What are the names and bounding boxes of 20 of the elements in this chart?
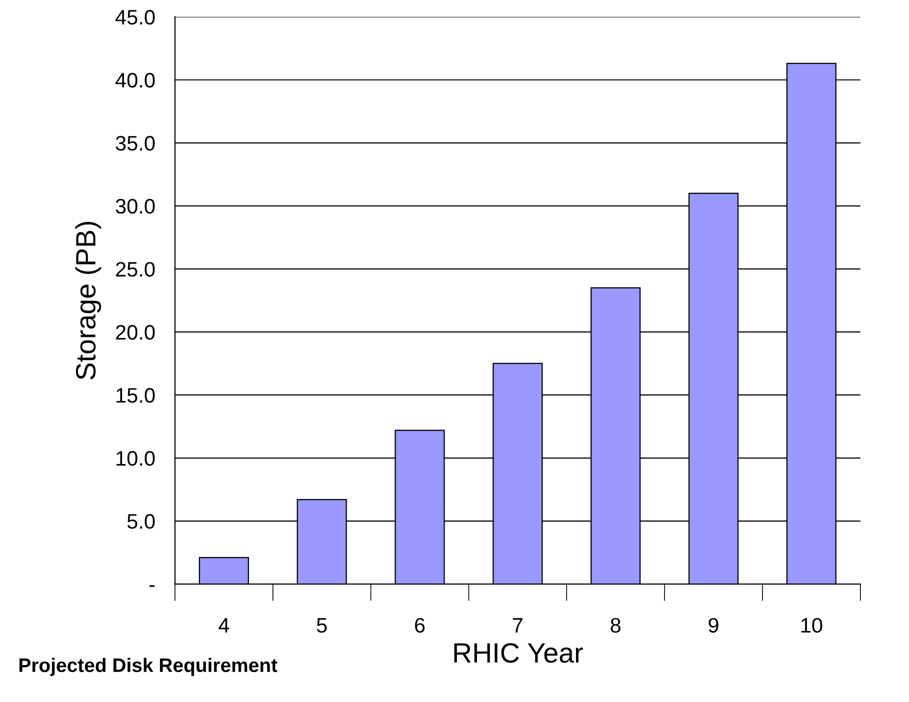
y-tick-label: 5.0 [127,514,155,529]
x-tick-label: 8 [610,618,620,633]
x-tick-label: 10 [801,618,822,633]
x-tick-label: 6 [415,618,425,633]
y-tick-label: 35.0 [116,136,155,151]
y-tick-label: 25.0 [116,262,155,277]
y-tick-label: - [150,585,155,587]
y-tick-label: 45.0 [115,10,155,25]
x-tick-label: 7 [512,618,522,632]
y-tick-label: 10.0 [116,451,155,466]
y-tick-label: 15.0 [116,388,155,403]
x-tick-label: 5 [316,618,327,633]
x-axis-title: RHIC Year [454,643,583,663]
y-tick-label: 40.0 [115,72,155,88]
x-tick-label: 9 [708,618,718,633]
x-tick-label: 4 [218,618,230,632]
y-tick-label: 30.0 [116,198,155,214]
y-tick-label: 20.0 [116,324,155,340]
y-axis-title: Storage (PB) [75,222,102,380]
text: Projected Disk Requirement [19,658,278,676]
